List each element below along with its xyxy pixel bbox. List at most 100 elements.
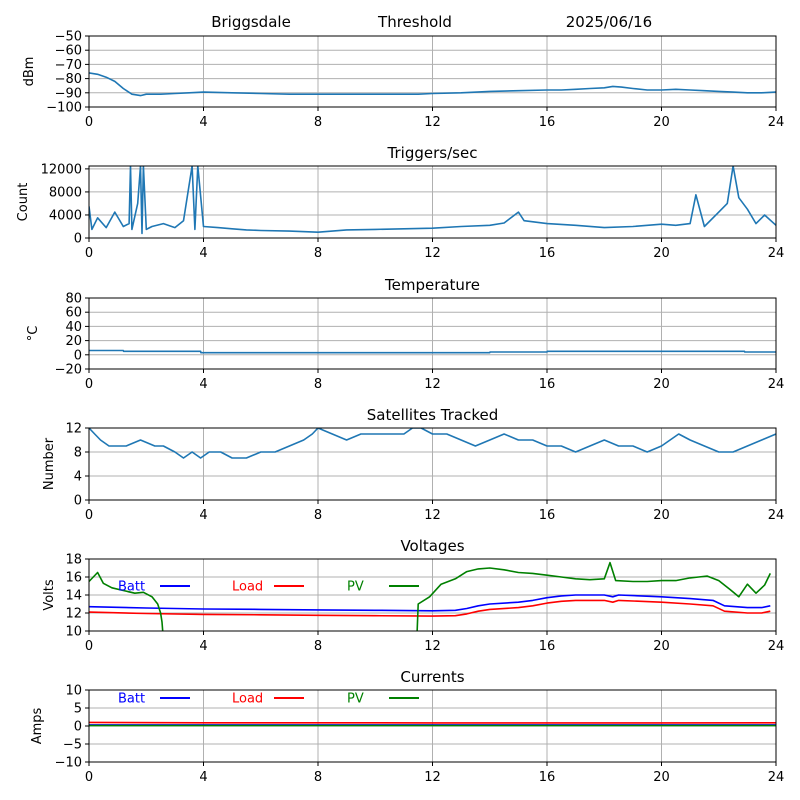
currents-panel: 0 4 8 12 16 20 24 −10 −5 0 5 10 Currents Amps Batt Load… — [30, 668, 784, 785]
triggers-series-line — [89, 166, 776, 235]
voltages-legend-label: Load — [232, 580, 263, 595]
satellites-y-tick-label: 12 — [65, 422, 82, 437]
voltages-y-tick-label: 12 — [65, 607, 82, 622]
voltages-x-tick-label: 4 — [199, 639, 207, 654]
voltages-series-line-batt — [89, 594, 771, 612]
temperature-x-tick-label: 20 — [653, 377, 670, 392]
triggers-x-tick-label: 16 — [539, 246, 556, 261]
satellites-x-tick-label: 20 — [653, 508, 670, 523]
power-series-line — [89, 72, 776, 97]
voltages-x-tick-label: 20 — [653, 639, 670, 654]
temperature-title: Temperature — [384, 276, 480, 294]
temperature-x-tick-label: 8 — [314, 377, 322, 392]
satellites-x-tick-label: 0 — [85, 508, 93, 523]
satellites-panel: 0 4 8 12 16 20 24 0 4 8 12 Satellites Tracked Number — [42, 406, 784, 523]
temperature-y-tick-label: 20 — [65, 334, 82, 349]
currents-x-tick-label: 0 — [85, 770, 93, 785]
power-y-tick-label: −90 — [55, 86, 82, 101]
voltages-x-tick-label: 12 — [424, 639, 441, 654]
satellites-title: Satellites Tracked — [367, 406, 498, 424]
currents-y-tick-label: 0 — [74, 720, 82, 735]
voltages-series-line-pv — [89, 561, 772, 631]
temperature-series-line — [89, 349, 776, 354]
currents-x-tick-label: 12 — [424, 770, 441, 785]
triggers-y-tick-label: 8000 — [49, 185, 82, 200]
figure-header: Briggsdale Threshold 2025/06/16 — [211, 13, 652, 31]
triggers-x-tick-label: 24 — [768, 246, 785, 261]
temperature-y-tick-label: 40 — [65, 320, 82, 335]
satellites-x-tick-label: 8 — [314, 508, 322, 523]
power-y-tick-label: −100 — [46, 101, 82, 116]
triggers-x-tick-label: 0 — [85, 246, 93, 261]
power-y-tick-label: −80 — [55, 72, 82, 87]
currents-legend-label: Batt — [118, 692, 145, 707]
station-name: Briggsdale — [211, 13, 291, 31]
triggers-panel: 0 4 8 12 16 20 24 0 4000 8000 12000 Triggers/sec Cou… — [16, 144, 784, 261]
currents-x-tick-label: 8 — [314, 770, 322, 785]
voltages-y-tick-label: 16 — [65, 571, 82, 586]
currents-y-axis-label: Amps — [30, 707, 45, 744]
satellites-x-tick-label: 12 — [424, 508, 441, 523]
temperature-y-tick-label: 60 — [65, 306, 82, 321]
voltages-legend-label: PV — [347, 580, 364, 595]
power-x-tick-label: 4 — [199, 115, 207, 130]
power-x-tick-label: 20 — [653, 115, 670, 130]
triggers-x-tick-label: 20 — [653, 246, 670, 261]
voltages-legend-label: Batt — [118, 580, 145, 595]
currents-y-tick-label: 10 — [65, 684, 82, 699]
satellites-series-line — [89, 428, 776, 459]
temperature-x-tick-label: 4 — [199, 377, 207, 392]
temperature-y-axis-label: °C — [26, 326, 41, 342]
temperature-x-tick-label: 24 — [768, 377, 785, 392]
power-x-tick-label: 8 — [314, 115, 322, 130]
voltages-y-tick-label: 14 — [65, 589, 82, 604]
triggers-y-tick-label: 0 — [74, 232, 82, 247]
currents-x-tick-label: 16 — [539, 770, 556, 785]
triggers-y-tick-label: 12000 — [41, 162, 82, 177]
triggers-x-tick-label: 8 — [314, 246, 322, 261]
currents-series-line-load — [89, 721, 776, 724]
satellites-y-tick-label: 4 — [74, 470, 82, 485]
currents-legend-label: Load — [232, 692, 263, 707]
temperature-x-tick-label: 0 — [85, 377, 93, 392]
voltages-x-tick-label: 0 — [85, 639, 93, 654]
triggers-y-tick-label: 4000 — [49, 208, 82, 223]
temperature-y-tick-label: 80 — [65, 292, 82, 307]
satellites-y-tick-label: 0 — [74, 494, 82, 509]
temperature-y-tick-label: 0 — [74, 348, 82, 363]
satellites-x-tick-label: 16 — [539, 508, 556, 523]
triggers-x-tick-label: 4 — [199, 246, 207, 261]
currents-y-tick-label: −10 — [55, 756, 82, 771]
triggers-x-tick-label: 12 — [424, 246, 441, 261]
voltages-x-tick-label: 24 — [768, 639, 785, 654]
currents-y-tick-label: −5 — [63, 738, 82, 753]
voltages-panel: 0 4 8 12 16 20 24 10 12 14 16 18 Voltages Volts Batt Lo… — [42, 537, 784, 654]
voltages-x-tick-label: 16 — [539, 639, 556, 654]
satellites-y-axis-label: Number — [42, 437, 57, 490]
currents-x-tick-label: 4 — [199, 770, 207, 785]
currents-x-tick-label: 20 — [653, 770, 670, 785]
satellites-x-tick-label: 4 — [199, 508, 207, 523]
triggers-y-axis-label: Count — [16, 183, 31, 222]
voltages-series-line-load — [89, 599, 771, 617]
voltages-y-tick-label: 10 — [65, 625, 82, 640]
currents-x-tick-label: 24 — [768, 770, 785, 785]
currents-legend-label: PV — [347, 692, 364, 707]
power-y-tick-label: −70 — [55, 58, 82, 73]
currents-title: Currents — [400, 668, 464, 686]
power-x-tick-label: 12 — [424, 115, 441, 130]
temperature-x-tick-label: 12 — [424, 377, 441, 392]
triggers-title: Triggers/sec — [387, 144, 478, 162]
mode-label: Threshold — [377, 13, 452, 31]
temperature-x-tick-label: 16 — [539, 377, 556, 392]
power-x-tick-label: 16 — [539, 115, 556, 130]
satellites-y-tick-label: 8 — [74, 446, 82, 461]
voltages-x-tick-label: 8 — [314, 639, 322, 654]
currents-y-tick-label: 5 — [74, 702, 82, 717]
voltages-y-tick-label: 18 — [65, 553, 82, 568]
voltages-title: Voltages — [400, 537, 464, 555]
power-y-tick-label: −60 — [55, 44, 82, 59]
